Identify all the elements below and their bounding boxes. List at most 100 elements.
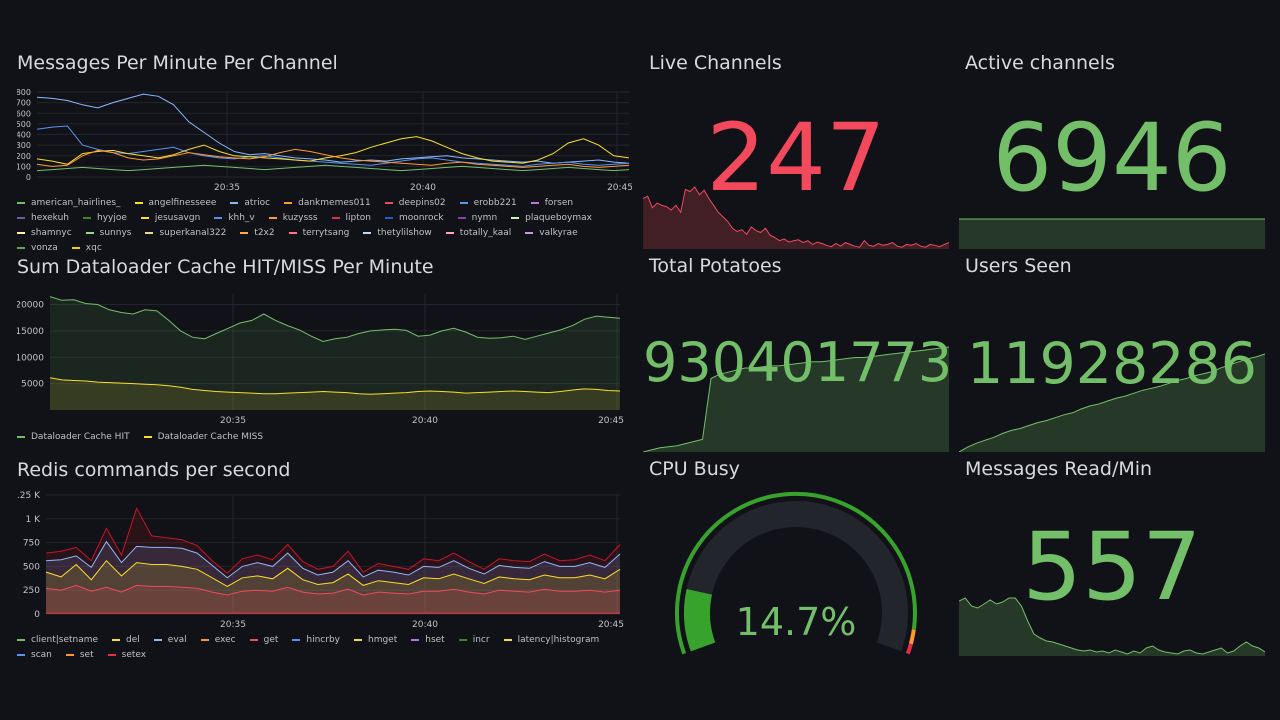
legend-item[interactable]: exec (200, 635, 236, 645)
legend-item[interactable]: hexekuh (17, 213, 69, 223)
legend-item[interactable]: deepins02 (384, 198, 446, 208)
legend-item[interactable]: hset (411, 635, 445, 645)
legend-item[interactable]: get (249, 635, 278, 645)
legend-swatch (71, 247, 80, 249)
x-tick-label: 20:35 (214, 183, 240, 193)
legend-item[interactable]: incr (458, 635, 490, 645)
legend-swatch (107, 654, 116, 656)
legend-item[interactable]: xqc (71, 243, 102, 253)
legend-item[interactable]: totally_kaal (445, 228, 511, 238)
live-channels-value: 247 (706, 104, 886, 213)
legend-label: client|setname (31, 635, 99, 645)
y-tick-label: 500 (23, 562, 40, 572)
threshold-green (675, 491, 917, 655)
legend-item[interactable]: erobb221 (459, 198, 517, 208)
legend-label: del (126, 635, 140, 645)
users-seen-sparkline (959, 353, 1265, 452)
legend-item[interactable]: sunnys (85, 228, 131, 238)
legend-item[interactable]: thetylilshow (363, 228, 432, 238)
legend-label: deepins02 (398, 198, 446, 208)
legend-swatch (288, 232, 297, 234)
legend-item[interactable]: angelfinesseee (134, 198, 216, 208)
legend-label: hincrby (306, 635, 340, 645)
legend-item[interactable]: Dataloader Cache MISS (143, 432, 263, 442)
legend-swatch (284, 202, 293, 204)
legend-item[interactable]: atrioc (230, 198, 270, 208)
legend-swatch (140, 217, 149, 219)
y-tick-label: 0 (26, 173, 31, 182)
legend-swatch (85, 232, 94, 234)
legend-swatch (459, 202, 468, 204)
sparkline-area (643, 347, 949, 452)
legend-item[interactable]: khh_v (214, 213, 255, 223)
legend-item[interactable]: shamnyc (17, 228, 72, 238)
legend-item[interactable]: lipton (331, 213, 371, 223)
redis-chart[interactable]: 1.25 K 1 K 750 500 250 0 20:35 20:40 20:45 (17, 487, 632, 637)
legend-item[interactable]: del (112, 635, 140, 645)
legend-label: american_hairlines_ (31, 198, 121, 208)
legend-item[interactable]: american_hairlines_ (17, 198, 121, 208)
legend-swatch (230, 202, 239, 204)
legend-item[interactable]: eval (153, 635, 187, 645)
legend-label: khh_v (228, 213, 255, 223)
y-tick-label: 800 (17, 88, 31, 97)
cpu-busy-gauge (675, 491, 917, 655)
legend-item[interactable]: nymn (457, 213, 497, 223)
legend-item[interactable]: setex (107, 650, 146, 660)
legend-item[interactable]: latency|histogram (503, 635, 599, 645)
legend-item[interactable]: hmget (354, 635, 397, 645)
messages-per-minute-panel: Messages Per Minute Per Channel 800 700 60… (17, 52, 632, 253)
legend-label: erobb221 (473, 198, 517, 208)
legend-item[interactable]: kuzysss (268, 213, 318, 223)
legend-swatch (525, 232, 534, 234)
legend-label: dankmemes011 (298, 198, 371, 208)
sparkline-area (959, 354, 1265, 452)
legend-item[interactable]: plaqueboymax (511, 213, 592, 223)
legend-item[interactable]: jesusavgn (140, 213, 201, 223)
legend-item[interactable]: dankmemes011 (284, 198, 371, 208)
series-area (46, 585, 620, 614)
legend-swatch (363, 232, 372, 234)
legend-swatch (17, 247, 25, 249)
panel-title: Messages Read/Min (965, 458, 1153, 480)
legend-item[interactable]: set (65, 650, 94, 660)
legend-item[interactable]: terrytsang (288, 228, 349, 238)
legend-item[interactable]: vonza (17, 243, 58, 253)
legend-item[interactable]: hyyjoe (83, 213, 127, 223)
series-line (45, 584, 621, 596)
messages-read-panel: Messages Read/Min 557 (959, 458, 1265, 658)
legend-item[interactable]: moonrock (384, 213, 444, 223)
y-tick-label: 20000 (17, 301, 44, 311)
legend-swatch (112, 639, 121, 641)
legend-item[interactable]: forsen (530, 198, 574, 208)
legend-label: valkyrae (539, 228, 578, 238)
legend-item[interactable]: superkanal322 (145, 228, 226, 238)
sparkline-area (643, 187, 949, 249)
legend-item[interactable]: valkyrae (525, 228, 578, 238)
series-line (49, 296, 621, 343)
y-tick-label: 750 (23, 539, 40, 549)
threshold-orange (908, 629, 916, 645)
x-tick-label: 20:40 (410, 183, 436, 193)
legend-label: hexekuh (31, 213, 70, 223)
legend-label: jesusavgn (154, 213, 201, 223)
legend-swatch (268, 217, 277, 219)
legend-swatch (17, 654, 25, 656)
cache-chart[interactable]: 20000 15000 10000 5000 20:35 20:40 20:45 (17, 290, 632, 430)
legend-item[interactable]: hincrby (292, 635, 340, 645)
threshold-red (905, 643, 913, 655)
legend-item[interactable]: Dataloader Cache HIT (17, 432, 130, 442)
legend-label: hmget (368, 635, 398, 645)
y-tick-label: 300 (17, 141, 31, 150)
users-seen-panel: Users Seen 11928286 (959, 255, 1265, 452)
legend-item[interactable]: client|setname (17, 635, 98, 645)
y-tick-label: 100 (17, 162, 31, 171)
legend-label: forsen (544, 198, 574, 208)
legend-item[interactable]: t2x2 (240, 228, 275, 238)
legend-item[interactable]: scan (17, 650, 52, 660)
legend-swatch (384, 202, 393, 204)
redis-legend: client|setname del eval exec get hincrby hmget… (17, 635, 627, 660)
panel-title: Total Potatoes (649, 255, 782, 277)
legend-swatch (292, 639, 301, 641)
